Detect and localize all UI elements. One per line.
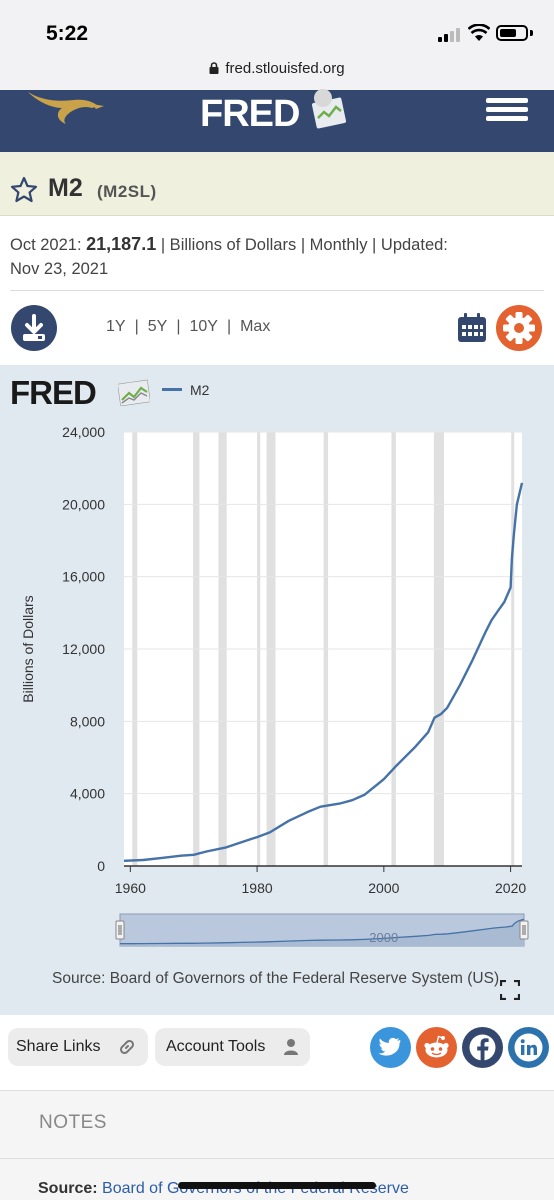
chart-legend: M2	[162, 382, 209, 398]
navigator-area	[120, 919, 524, 946]
range-10y-link[interactable]: 10Y	[189, 318, 218, 335]
menu-icon[interactable]	[486, 98, 528, 122]
x-tick-label: 1980	[242, 880, 273, 896]
range-1y-link[interactable]: 1Y	[106, 318, 126, 335]
reddit-share-button[interactable]	[416, 1027, 457, 1068]
series-title: M2	[48, 174, 83, 202]
settings-button[interactable]	[496, 305, 542, 351]
lock-icon	[209, 62, 219, 74]
account-tools-button[interactable]: Account Tools	[155, 1028, 310, 1066]
linkedin-icon	[514, 1033, 543, 1062]
y-tick-label: 16,000	[62, 569, 105, 585]
cellular-signal-icon	[438, 28, 462, 42]
linkedin-share-button[interactable]	[508, 1027, 549, 1068]
series-meta: Oct 2021: 21,187.1 | Billions of Dollars…	[10, 232, 540, 281]
x-tick-label: 1960	[115, 880, 146, 896]
series-line-m2	[123, 482, 524, 862]
updated-date: Nov 23, 2021	[10, 260, 109, 278]
wifi-icon	[468, 24, 490, 41]
reddit-icon	[424, 1035, 449, 1058]
notes-heading: NOTES	[39, 1112, 107, 1133]
twitter-icon	[378, 1037, 401, 1056]
notes-panel	[0, 1090, 554, 1200]
series-id: (M2SL)	[97, 182, 157, 201]
eagle-logo-icon[interactable]	[26, 90, 106, 126]
account-tools-label: Account Tools	[166, 1038, 266, 1055]
y-tick-label: 12,000	[62, 641, 105, 657]
download-icon	[23, 314, 45, 341]
chart-source: Source: Board of Governors of the Federa…	[52, 970, 500, 987]
gear-icon	[503, 312, 535, 344]
observation-date: Oct 2021:	[10, 236, 82, 254]
range-max-link[interactable]: Max	[240, 318, 271, 335]
url-text: fred.stlouisfed.org	[225, 60, 345, 77]
download-button[interactable]	[11, 305, 57, 351]
y-tick-label: 0	[97, 858, 105, 874]
share-links-label: Share Links	[16, 1038, 101, 1055]
y-tick-label: 24,000	[62, 424, 105, 440]
facebook-share-button[interactable]	[462, 1027, 503, 1068]
notes-source-label: Source:	[38, 1180, 98, 1197]
site-header	[0, 90, 554, 152]
star-icon[interactable]	[10, 176, 38, 204]
x-tick-label: 2000	[368, 880, 399, 896]
navigator-label: 2000	[369, 930, 398, 945]
x-tick-label: 2020	[495, 880, 526, 896]
navigator-left-handle[interactable]	[115, 920, 125, 940]
observation-value: 21,187.1	[86, 234, 157, 254]
user-icon	[284, 1039, 298, 1055]
url-bar[interactable]: fred.stlouisfed.org	[0, 60, 554, 77]
status-bar	[0, 0, 554, 90]
range-5y-link[interactable]: 5Y	[147, 318, 168, 335]
fred-sparkline-icon	[118, 379, 150, 406]
m2-line-chart[interactable]: 0 4,000 8,000 12,000 16,000 20,000 24,000 1960 1…	[0, 415, 554, 955]
status-time: 5:22	[46, 22, 89, 45]
series-units-frequency: | Billions of Dollars | Monthly | Update…	[160, 236, 448, 254]
series-title-band	[0, 152, 554, 216]
calendar-icon[interactable]	[457, 313, 487, 343]
navigator-series-line	[119, 918, 525, 945]
battery-icon	[496, 25, 528, 41]
navigator-right-handle[interactable]	[519, 920, 529, 940]
share-links-button[interactable]: Share Links	[8, 1028, 148, 1066]
date-range-links: 1Y | 5Y | 10Y | Max	[106, 318, 271, 335]
twitter-share-button[interactable]	[370, 1027, 411, 1068]
facebook-icon	[469, 1034, 496, 1061]
home-indicator	[178, 1182, 376, 1189]
chart-fred-logo: FRED	[10, 374, 97, 411]
y-axis-label: Billions of Dollars	[20, 595, 36, 702]
fullscreen-icon[interactable]	[500, 980, 520, 1000]
y-tick-label: 8,000	[70, 713, 105, 729]
fred-logo[interactable]: FRED	[200, 93, 300, 135]
link-icon	[119, 1039, 135, 1055]
y-tick-label: 20,000	[62, 496, 105, 512]
legend-series-m2: M2	[190, 382, 210, 398]
y-tick-label: 4,000	[70, 786, 105, 802]
fred-30-years-badge-icon	[311, 89, 347, 129]
